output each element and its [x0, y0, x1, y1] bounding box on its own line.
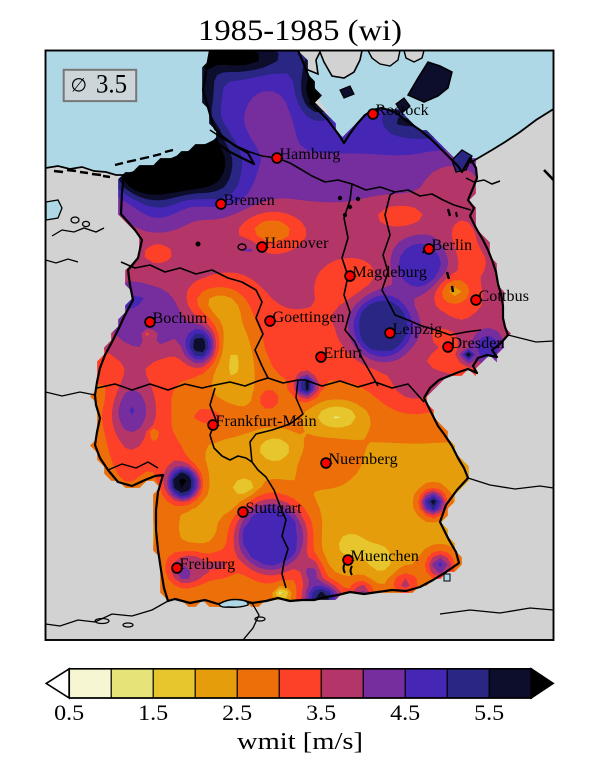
svg-text:1.5: 1.5	[138, 700, 168, 725]
svg-text:Muenchen: Muenchen	[351, 548, 420, 565]
svg-text:Bremen: Bremen	[224, 192, 275, 209]
svg-text:2.5: 2.5	[222, 700, 252, 725]
svg-text:Freiburg: Freiburg	[180, 556, 236, 573]
svg-text:wmit [m/s]: wmit [m/s]	[237, 729, 363, 755]
svg-text:Magdeburg: Magdeburg	[353, 264, 428, 281]
svg-text:Bochum: Bochum	[153, 310, 208, 327]
svg-text:Cottbus: Cottbus	[479, 288, 530, 305]
svg-text:∅: ∅	[71, 76, 88, 97]
svg-text:Berlin: Berlin	[432, 237, 473, 254]
svg-text:Stuttgart: Stuttgart	[246, 500, 303, 517]
svg-text:Leipzig: Leipzig	[393, 321, 443, 338]
svg-text:5.5: 5.5	[474, 700, 504, 725]
svg-text:Rostock: Rostock	[376, 102, 429, 119]
svg-text:Frankfurt-Main: Frankfurt-Main	[216, 413, 317, 430]
svg-text:3.5: 3.5	[96, 70, 127, 99]
svg-text:Hannover: Hannover	[265, 235, 330, 252]
svg-text:Erfurt: Erfurt	[324, 345, 363, 362]
svg-text:Nuernberg: Nuernberg	[329, 451, 398, 468]
svg-text:Dresden: Dresden	[451, 335, 505, 352]
svg-text:Goettingen: Goettingen	[273, 309, 345, 326]
svg-text:Hamburg: Hamburg	[280, 146, 341, 163]
svg-text:0.5: 0.5	[54, 700, 84, 725]
svg-text:4.5: 4.5	[390, 700, 420, 725]
svg-text:3.5: 3.5	[306, 700, 336, 725]
svg-text:1985-1985 (wi): 1985-1985 (wi)	[198, 14, 402, 47]
